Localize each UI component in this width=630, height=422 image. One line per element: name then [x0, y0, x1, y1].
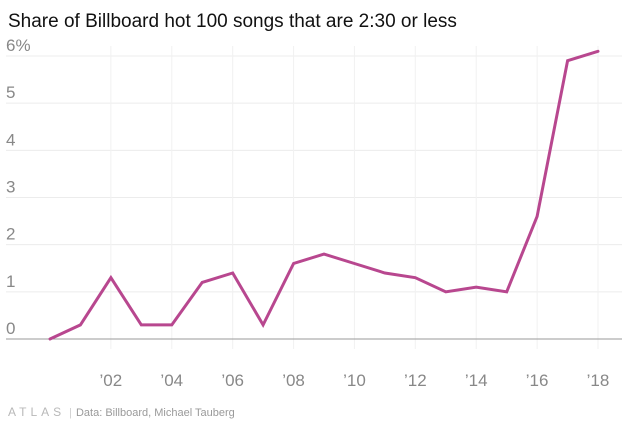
x-tick-label: ’02: [100, 371, 123, 390]
x-tick-label: ’12: [404, 371, 427, 390]
gridlines: [6, 46, 622, 349]
footer: ATLAS | Data: Billboard, Michael Tauberg: [8, 405, 235, 419]
y-axis-ticks: 0 1 2 3 4 5 6%: [6, 36, 31, 338]
y-tick-label: 3: [6, 178, 15, 197]
x-tick-label: ’10: [343, 371, 366, 390]
y-tick-label: 4: [6, 130, 15, 149]
footer-separator: |: [69, 407, 72, 419]
x-tick-label: ’06: [221, 371, 244, 390]
x-tick-label: ’16: [526, 371, 549, 390]
x-tick-label: ’18: [587, 371, 610, 390]
x-axis-ticks: ’02 ’04 ’06 ’08 ’10 ’12 ’14 ’16 ’18: [100, 371, 610, 390]
y-tick-label: 6%: [6, 36, 31, 55]
chart-title: Share of Billboard hot 100 songs that ar…: [8, 11, 457, 32]
y-tick-label: 0: [6, 319, 15, 338]
y-tick-label: 5: [6, 83, 15, 102]
brand-logo: ATLAS: [8, 405, 66, 419]
x-tick-label: ’14: [465, 371, 488, 390]
x-tick-label: ’08: [282, 371, 305, 390]
y-tick-label: 1: [6, 272, 15, 291]
series-line: [48, 49, 600, 341]
x-tick-label: ’04: [160, 371, 183, 390]
source-note: Data: Billboard, Michael Tauberg: [75, 407, 235, 419]
y-tick-label: 2: [6, 225, 15, 244]
